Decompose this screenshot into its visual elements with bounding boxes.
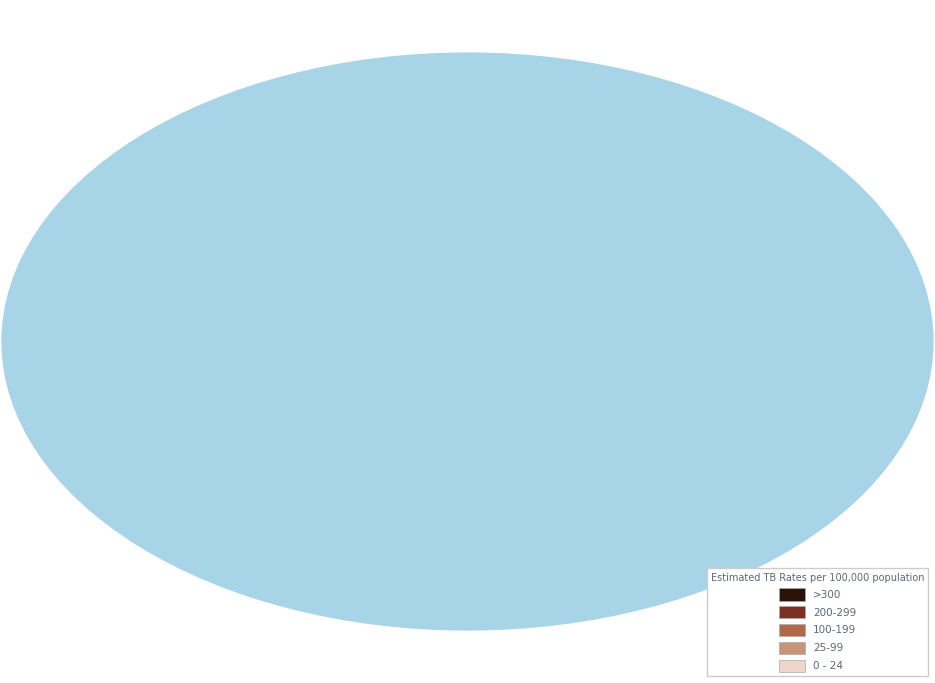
Ellipse shape bbox=[1, 53, 934, 630]
Legend: >300, 200-299, 100-199, 25-99, 0 - 24: >300, 200-299, 100-199, 25-99, 0 - 24 bbox=[707, 568, 928, 676]
